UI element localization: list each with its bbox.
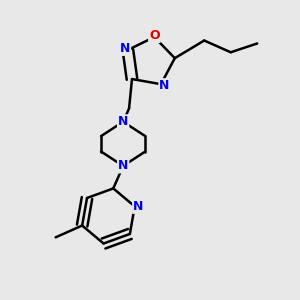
Text: N: N bbox=[118, 159, 128, 172]
Text: N: N bbox=[118, 115, 128, 128]
Text: N: N bbox=[159, 79, 170, 92]
Text: O: O bbox=[149, 29, 160, 42]
Text: N: N bbox=[120, 42, 130, 55]
Text: N: N bbox=[133, 200, 143, 213]
